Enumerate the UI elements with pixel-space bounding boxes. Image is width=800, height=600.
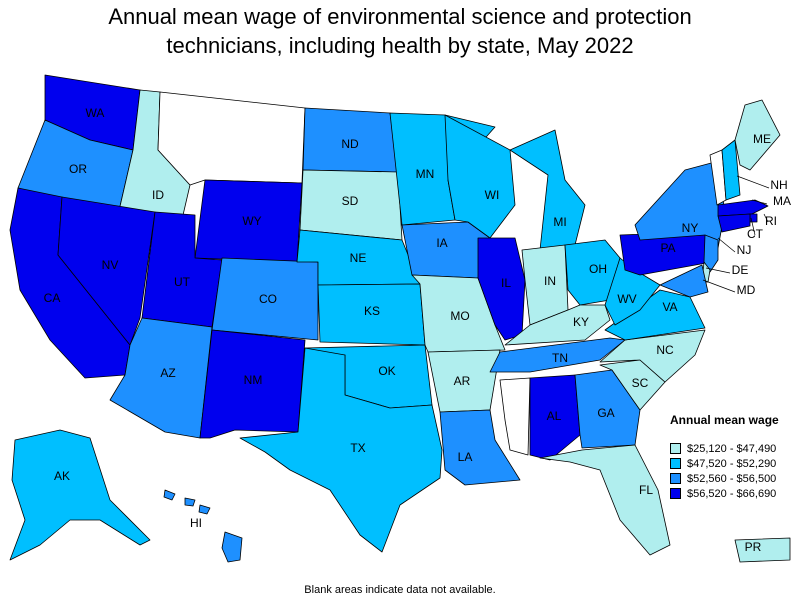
state-label-oh: OH bbox=[589, 262, 607, 276]
title-line-1: Annual mean wage of environmental scienc… bbox=[108, 4, 692, 29]
state-label-ak: AK bbox=[54, 469, 70, 483]
state-hi bbox=[163, 489, 243, 563]
state-label-hi: HI bbox=[190, 516, 202, 530]
legend-label: $56,520 - $66,690 bbox=[687, 487, 777, 500]
state-label-me: ME bbox=[753, 132, 771, 146]
legend-label: $52,560 - $56,500 bbox=[687, 472, 777, 485]
label-leader-lines bbox=[702, 175, 770, 293]
state-label-mn: MN bbox=[416, 167, 435, 181]
state-label-nm: NM bbox=[244, 373, 263, 387]
state-label-ny: NY bbox=[682, 221, 699, 235]
state-label-de: DE bbox=[732, 263, 749, 277]
state-label-ia: IA bbox=[436, 236, 447, 250]
state-label-mo: MO bbox=[450, 309, 469, 323]
state-label-nd: ND bbox=[341, 137, 359, 151]
state-ct bbox=[717, 213, 751, 233]
state-label-ky: KY bbox=[573, 315, 589, 329]
state-label-id: ID bbox=[152, 188, 164, 202]
state-label-ut: UT bbox=[174, 275, 191, 289]
state-label-tn: TN bbox=[552, 351, 568, 365]
legend-item-3: $52,560 - $56,500 bbox=[670, 471, 798, 486]
state-nj bbox=[703, 234, 719, 273]
state-label-ga: GA bbox=[597, 406, 614, 420]
state-al bbox=[529, 374, 581, 461]
state-label-al: AL bbox=[547, 409, 562, 423]
state-label-ma: MA bbox=[773, 194, 791, 208]
state-label-wa: WA bbox=[86, 106, 105, 120]
state-label-nc: NC bbox=[656, 343, 674, 357]
state-tx bbox=[239, 347, 443, 553]
state-label-fl: FL bbox=[639, 483, 653, 497]
state-label-in: IN bbox=[544, 274, 556, 288]
state-mt bbox=[157, 91, 306, 186]
state-ia bbox=[401, 221, 491, 279]
legend-item-1: $25,120 - $47,490 bbox=[670, 441, 798, 456]
state-label-or: OR bbox=[69, 162, 87, 176]
state-label-va: VA bbox=[662, 300, 677, 314]
state-nm bbox=[199, 329, 306, 439]
state-label-sd: SD bbox=[342, 194, 359, 208]
states-layer bbox=[9, 74, 791, 563]
state-label-ar: AR bbox=[454, 374, 471, 388]
state-sc bbox=[599, 359, 666, 411]
state-me bbox=[734, 99, 781, 171]
state-il bbox=[477, 237, 526, 341]
state-label-ne: NE bbox=[350, 251, 367, 265]
map-title: Annual mean wage of environmental scienc… bbox=[0, 2, 800, 60]
state-wi bbox=[444, 114, 516, 239]
state-label-il: IL bbox=[501, 276, 511, 290]
state-nh bbox=[721, 139, 741, 201]
state-label-nv: NV bbox=[102, 258, 119, 272]
state-label-ri: RI bbox=[765, 214, 777, 228]
state-label-mi: MI bbox=[553, 215, 566, 229]
state-label-pr: PR bbox=[745, 540, 762, 554]
legend-label: $25,120 - $47,490 bbox=[687, 442, 777, 455]
state-label-nh: NH bbox=[770, 178, 787, 192]
legend-swatch bbox=[670, 488, 681, 499]
state-md bbox=[659, 264, 709, 298]
state-ma bbox=[717, 199, 769, 217]
state-nv bbox=[57, 196, 156, 346]
legend: Annual mean wage $25,120 - $47,490 $47,5… bbox=[670, 413, 798, 501]
state-ky bbox=[504, 304, 611, 346]
state-label-ca: CA bbox=[44, 291, 61, 305]
state-labels: WA OR CA ID NV WY UT AZ CO NM ND SD NE KS OK TX MN IA MO AR… bbox=[44, 106, 791, 554]
state-label-sc: SC bbox=[632, 376, 649, 390]
legend-swatch bbox=[670, 443, 681, 454]
state-ny bbox=[634, 161, 726, 249]
state-ms bbox=[499, 377, 531, 456]
state-label-co: CO bbox=[259, 292, 277, 306]
state-label-md: MD bbox=[737, 283, 756, 297]
legend-swatch bbox=[670, 473, 681, 484]
state-label-az: AZ bbox=[160, 366, 175, 380]
state-la bbox=[439, 409, 521, 486]
legend-item-2: $47,520 - $52,290 bbox=[670, 456, 798, 471]
state-label-wy: WY bbox=[242, 214, 261, 228]
legend-title: Annual mean wage bbox=[670, 413, 779, 427]
title-line-2: technicians, including health by state, … bbox=[166, 33, 634, 58]
state-mi bbox=[509, 129, 586, 251]
state-label-ks: KS bbox=[364, 304, 380, 318]
state-label-ct: CT bbox=[747, 227, 764, 241]
state-label-wv: WV bbox=[617, 292, 636, 306]
state-label-la: LA bbox=[458, 450, 473, 464]
legend-swatch bbox=[670, 458, 681, 469]
state-pr bbox=[734, 537, 791, 563]
legend-label: $47,520 - $52,290 bbox=[687, 457, 777, 470]
state-label-tx: TX bbox=[350, 441, 365, 455]
state-fl bbox=[539, 444, 671, 556]
state-label-pa: PA bbox=[660, 241, 675, 255]
state-ak bbox=[9, 429, 151, 561]
state-label-wi: WI bbox=[485, 188, 500, 202]
state-label-ok: OK bbox=[378, 364, 395, 378]
legend-item-4: $56,520 - $66,690 bbox=[670, 486, 798, 501]
state-co bbox=[211, 257, 319, 341]
state-label-nj: NJ bbox=[737, 243, 752, 257]
footnote: Blank areas indicate data not available. bbox=[304, 584, 496, 596]
